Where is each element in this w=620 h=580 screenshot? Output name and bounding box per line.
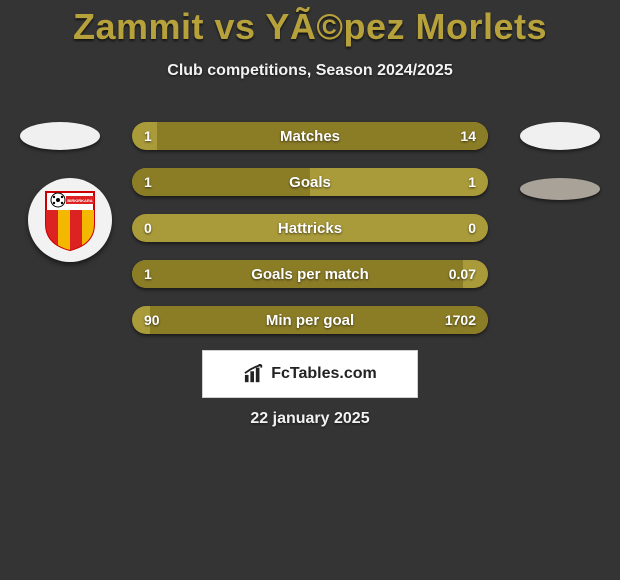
svg-text:BIRKIRKARA: BIRKIRKARA bbox=[67, 198, 92, 203]
player-right-avatar bbox=[520, 122, 600, 150]
shield-icon: BIRKIRKARA bbox=[42, 188, 98, 252]
date-line: 22 january 2025 bbox=[0, 410, 620, 428]
bar-fill-left bbox=[132, 260, 463, 288]
bar-fill-right bbox=[150, 306, 488, 334]
subtitle: Club competitions, Season 2024/2025 bbox=[0, 62, 620, 80]
bar-fill-left bbox=[132, 168, 310, 196]
stat-value-right: 0 bbox=[468, 214, 476, 242]
stat-row: Min per goal901702 bbox=[132, 306, 488, 334]
stat-bar: Min per goal901702 bbox=[132, 306, 488, 334]
chart-icon bbox=[243, 364, 265, 384]
stat-value-right: 1 bbox=[468, 168, 476, 196]
brand-text: FcTables.com bbox=[271, 365, 377, 383]
stat-row: Goals per match10.07 bbox=[132, 260, 488, 288]
stat-row: Hattricks0 0 bbox=[132, 214, 488, 242]
club-badge-right bbox=[520, 178, 600, 200]
stat-bar: Hattricks0 0 bbox=[132, 214, 488, 242]
player-left-avatar bbox=[20, 122, 100, 150]
stat-bar: Matches114 bbox=[132, 122, 488, 150]
stat-value-left: 0 bbox=[144, 214, 152, 242]
stat-value-left: 1 bbox=[144, 122, 152, 150]
stats-container: Matches114 Goals11 Hattricks0 0 Goals per ma… bbox=[132, 122, 488, 352]
club-badge-left: BIRKIRKARA bbox=[28, 178, 112, 262]
stat-row: Matches114 bbox=[132, 122, 488, 150]
stat-bar: Goals11 bbox=[132, 168, 488, 196]
stat-label: Hattricks bbox=[132, 214, 488, 242]
brand-box: FcTables.com bbox=[202, 350, 418, 398]
stat-bar: Goals per match10.07 bbox=[132, 260, 488, 288]
stat-row: Goals11 bbox=[132, 168, 488, 196]
page-title: Zammit vs YÃ©pez Morlets bbox=[0, 0, 620, 48]
bar-fill-right bbox=[157, 122, 488, 150]
